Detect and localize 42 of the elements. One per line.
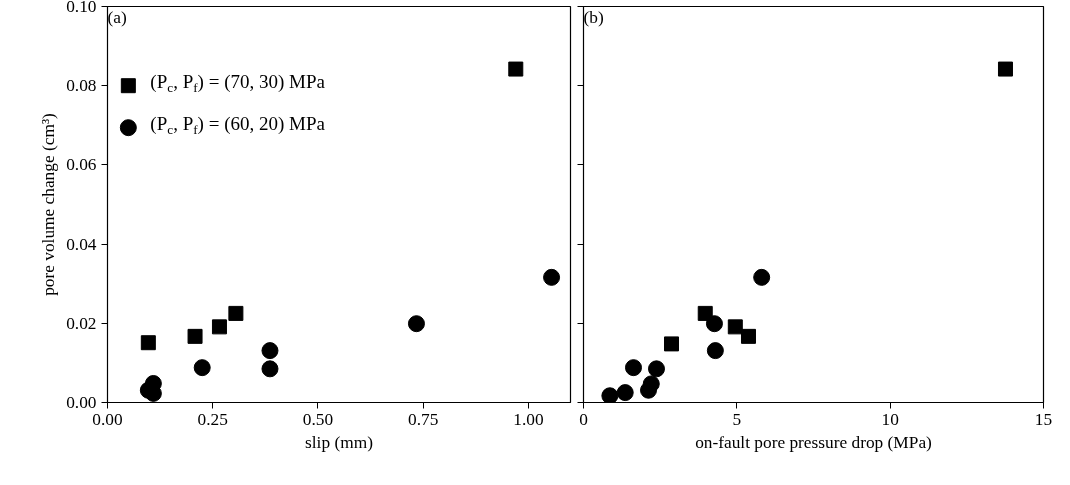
annotation: (a) [107,7,127,27]
point [407,315,425,333]
x-axis-title: on-fault pore pressure drop (MPa) [695,432,933,452]
x-tick-label: 0.75 [408,409,439,429]
x-tick-label: 10 [881,409,899,429]
point [997,61,1013,77]
point [616,384,634,402]
point [727,319,743,335]
y-tick-label: 0.02 [66,313,97,333]
y-tick-label: 0.06 [66,155,97,175]
point [624,359,642,377]
y-axis-title: pore volume change (cm³) [39,112,59,296]
point [508,61,524,77]
x-tick-label: 5 [732,409,742,429]
x-axis-title: slip (mm) [305,432,374,452]
x-tick-label: 0.00 [92,409,123,429]
x-tick-label: 1.00 [513,409,544,429]
point [193,359,211,377]
x-tick-label: 15 [1034,409,1053,429]
point [740,328,756,344]
y-tick-label: 0.08 [66,76,97,96]
point [705,315,723,333]
y-tick-label: 0.00 [66,393,97,412]
point [211,319,227,335]
y-tick-label: 0.04 [66,234,97,254]
x-tick-label: 0.25 [197,409,228,429]
point [261,342,279,360]
x-tick-label: 0.50 [302,409,334,429]
point [647,360,665,378]
y-tick-label: 0.10 [66,0,97,16]
point [228,305,244,321]
point [642,375,660,393]
point [187,328,203,344]
point [543,268,561,286]
point [664,336,680,352]
x-tick-label: 0 [579,409,588,429]
point [706,342,724,360]
point [753,268,771,286]
point [261,360,279,378]
point [140,335,156,351]
point [601,387,619,403]
annotation: (b) [583,7,604,27]
